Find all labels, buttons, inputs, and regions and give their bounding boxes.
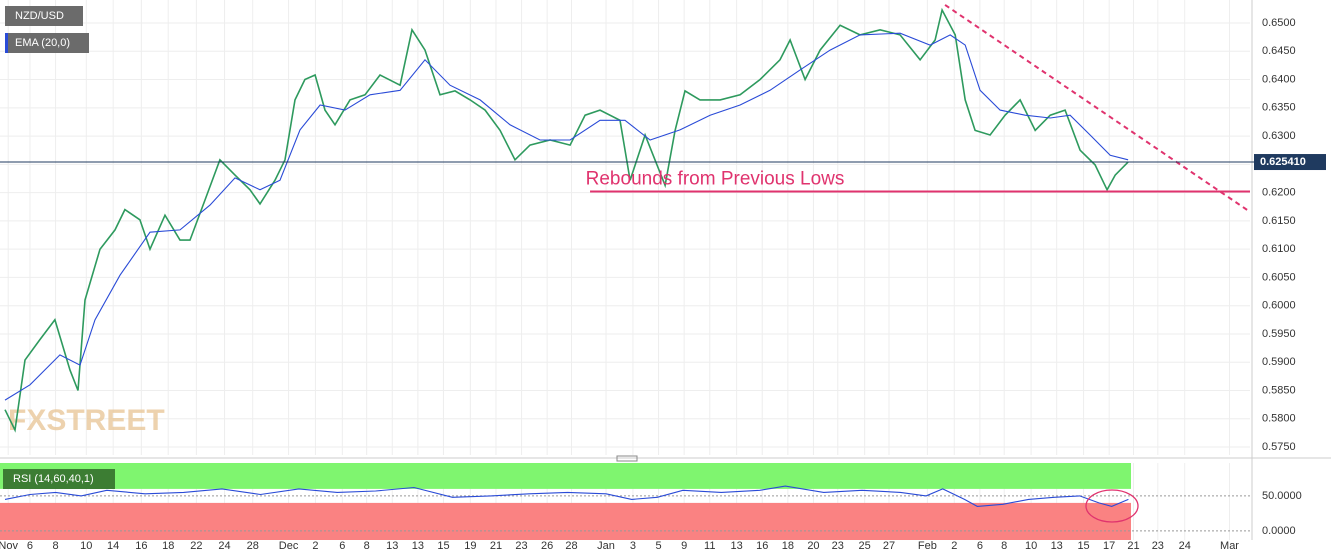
x-tick-label: 8 <box>52 540 58 552</box>
series-line <box>4 7 1129 433</box>
y-tick-label: 0.6500 <box>1262 17 1296 29</box>
x-tick-label: 13 <box>1051 540 1063 552</box>
x-tick-label: 9 <box>681 540 687 552</box>
x-tick-label: 13 <box>386 540 398 552</box>
legend-label: RSI (14,60,40,1) <box>13 473 94 485</box>
x-tick-label: 27 <box>883 540 895 552</box>
y-tick-label: 0.6050 <box>1262 271 1296 283</box>
x-tick-label: 18 <box>162 540 174 552</box>
legend-box <box>5 6 83 26</box>
watermark: FXSTREET <box>8 404 165 437</box>
last-price-box <box>1254 154 1326 171</box>
x-tick-label: 21 <box>1127 540 1139 552</box>
x-tick-label: 15 <box>437 540 449 552</box>
y-tick-label: 0.5750 <box>1262 441 1296 453</box>
legend-label: NZD/USD <box>15 10 64 22</box>
highlight-circle <box>1085 489 1139 523</box>
x-tick-label: Jan <box>597 540 615 552</box>
x-tick-label: 2 <box>951 540 957 552</box>
x-tick-label: 18 <box>782 540 794 552</box>
x-tick-label: 5 <box>655 540 661 552</box>
x-tick-label: 6 <box>27 540 33 552</box>
oversold-zone <box>0 502 1131 540</box>
legend-swatch <box>5 33 8 53</box>
overbought-zone <box>0 463 1131 489</box>
x-tick-label: 24 <box>1179 540 1191 552</box>
x-tick-label: 2 <box>312 540 318 552</box>
x-tick-label: 23 <box>1152 540 1164 552</box>
x-tick-label: 22 <box>190 540 202 552</box>
x-tick-label: 23 <box>515 540 527 552</box>
x-tick-label: Nov <box>0 540 18 552</box>
annotation: Rebounds from Previous Lows <box>586 169 845 190</box>
x-tick-label: 16 <box>756 540 768 552</box>
legend-box <box>5 33 89 53</box>
x-tick-label: 28 <box>247 540 259 552</box>
x-tick-label: 10 <box>1025 540 1037 552</box>
x-tick-label: 23 <box>832 540 844 552</box>
y-tick-label: 0.5800 <box>1262 413 1296 425</box>
y-tick-label: 0.5850 <box>1262 384 1296 396</box>
y-tick-label: 0.0000 <box>1262 525 1296 537</box>
resize-handle[interactable] <box>616 455 638 462</box>
x-tick-label: 19 <box>464 540 476 552</box>
x-tick-label: 6 <box>977 540 983 552</box>
x-tick-label: 26 <box>541 540 553 552</box>
y-tick-label: 0.6150 <box>1262 215 1296 227</box>
x-tick-label: 16 <box>135 540 147 552</box>
y-tick-label: 0.6350 <box>1262 102 1296 114</box>
x-tick-label: 10 <box>80 540 92 552</box>
x-tick-label: 28 <box>565 540 577 552</box>
x-tick-label: 21 <box>490 540 502 552</box>
x-tick-label: 20 <box>807 540 819 552</box>
x-tick-label: 25 <box>859 540 871 552</box>
y-tick-label: 0.6000 <box>1262 300 1296 312</box>
x-tick-label: 3 <box>630 540 636 552</box>
x-tick-label: Dec <box>279 540 299 552</box>
y-tick-label: 0.5950 <box>1262 328 1296 340</box>
x-tick-label: 15 <box>1077 540 1089 552</box>
y-tick-label: 0.6300 <box>1262 130 1296 142</box>
y-tick-label: 0.6450 <box>1262 45 1296 57</box>
last-price-label: 0.625410 <box>1260 156 1306 168</box>
x-tick-label: Feb <box>918 540 937 552</box>
x-tick-label: Mar <box>1220 540 1239 552</box>
y-tick-label: 0.5900 <box>1262 356 1296 368</box>
x-tick-label: 8 <box>364 540 370 552</box>
x-tick-label: 8 <box>1001 540 1007 552</box>
y-tick-label: 0.6400 <box>1262 73 1296 85</box>
y-tick-label: 0.6100 <box>1262 243 1296 255</box>
series-line <box>4 485 1129 507</box>
x-tick-label: 14 <box>107 540 119 552</box>
x-tick-label: 13 <box>731 540 743 552</box>
x-tick-label: 13 <box>412 540 424 552</box>
x-tick-label: 11 <box>704 540 715 552</box>
x-tick-label: 6 <box>339 540 345 552</box>
y-tick-label: 0.6200 <box>1262 187 1296 199</box>
legend-box <box>3 469 115 489</box>
series-line <box>4 32 1129 401</box>
trend-line <box>944 4 1251 213</box>
y-tick-label: 50.0000 <box>1262 490 1302 502</box>
x-tick-label: 17 <box>1103 540 1115 552</box>
legend-label: EMA (20,0) <box>15 37 70 49</box>
x-tick-label: 24 <box>218 540 230 552</box>
